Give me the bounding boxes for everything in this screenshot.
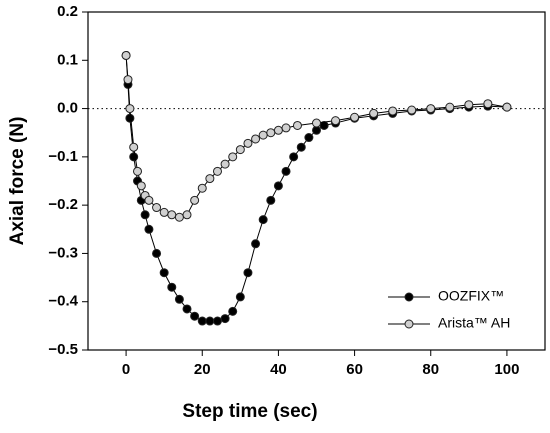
data-point (190, 311, 200, 321)
data-point (258, 215, 268, 225)
data-point (292, 120, 302, 130)
x-tick-label: 40 (270, 361, 287, 378)
data-point (296, 142, 306, 152)
data-point (129, 152, 139, 162)
data-point (350, 112, 360, 122)
data-point (136, 181, 146, 191)
data-point (182, 304, 192, 314)
y-tick-label: 0.0 (57, 100, 78, 117)
data-point (312, 118, 321, 128)
y-tick-label: 0.2 (57, 3, 78, 20)
y-tick-label: −0.3 (48, 244, 78, 261)
data-point (304, 133, 314, 143)
data-point (174, 212, 184, 222)
legend-label: Arista™ AH (438, 315, 510, 331)
data-point (258, 130, 268, 140)
data-point (266, 128, 276, 138)
legend-marker (404, 319, 414, 329)
data-point (426, 104, 436, 114)
data-point (140, 210, 150, 220)
y-tick-label: −0.5 (48, 341, 78, 358)
x-axis-label: Step time (sec) (182, 401, 317, 422)
data-point (388, 106, 398, 116)
series-line (125, 55, 508, 218)
y-tick-label: −0.4 (48, 293, 78, 310)
data-point (121, 50, 131, 60)
data-point (182, 210, 192, 220)
data-point (167, 282, 177, 292)
data-point (228, 152, 238, 162)
data-point (502, 102, 512, 112)
data-point (197, 316, 207, 326)
data-point (289, 152, 299, 162)
x-tick-label: 60 (346, 361, 363, 378)
data-point (144, 224, 154, 234)
x-tick-label: 100 (494, 361, 519, 378)
data-point (205, 316, 215, 326)
plot-frame (87, 11, 546, 351)
data-point (369, 108, 379, 118)
data-point (174, 294, 184, 304)
data-point (129, 142, 139, 152)
data-point (273, 181, 283, 191)
data-point (273, 125, 283, 135)
legend-label: OOZFIX™ (438, 288, 504, 304)
x-tick-label: 20 (194, 361, 211, 378)
data-point (133, 166, 143, 176)
data-point (125, 113, 135, 123)
data-point (464, 100, 474, 110)
data-point (243, 138, 253, 148)
data-point (123, 75, 133, 85)
data-point (144, 195, 154, 205)
y-tick-label: 0.1 (57, 51, 78, 68)
x-tick-label: 0 (122, 361, 130, 378)
data-point (266, 195, 276, 205)
data-point (331, 116, 341, 126)
data-point (281, 166, 291, 176)
y-axis-label: Axial force (N) (7, 117, 28, 246)
y-tick-label: −0.1 (48, 148, 78, 165)
data-point (152, 203, 162, 213)
data-point (228, 306, 238, 316)
x-tick-label: 80 (422, 361, 439, 378)
data-point (152, 248, 162, 258)
series-line (125, 55, 507, 322)
data-point (220, 314, 230, 324)
data-point (205, 174, 215, 184)
data-point (407, 105, 417, 115)
data-point (159, 268, 169, 278)
data-point (220, 159, 230, 169)
data-point (243, 268, 253, 278)
data-point (197, 183, 207, 193)
data-point (483, 99, 493, 109)
data-point (251, 134, 261, 144)
data-point (235, 145, 245, 155)
y-tick-label: −0.2 (48, 196, 78, 213)
data-point (159, 207, 169, 217)
data-point (281, 123, 291, 133)
data-point (125, 104, 135, 114)
data-point (212, 166, 222, 176)
data-point (167, 210, 177, 220)
data-point (212, 316, 222, 326)
data-point (190, 195, 200, 205)
data-point (445, 102, 455, 112)
legend-marker (404, 292, 414, 302)
data-point (251, 239, 261, 249)
data-point (235, 292, 245, 302)
